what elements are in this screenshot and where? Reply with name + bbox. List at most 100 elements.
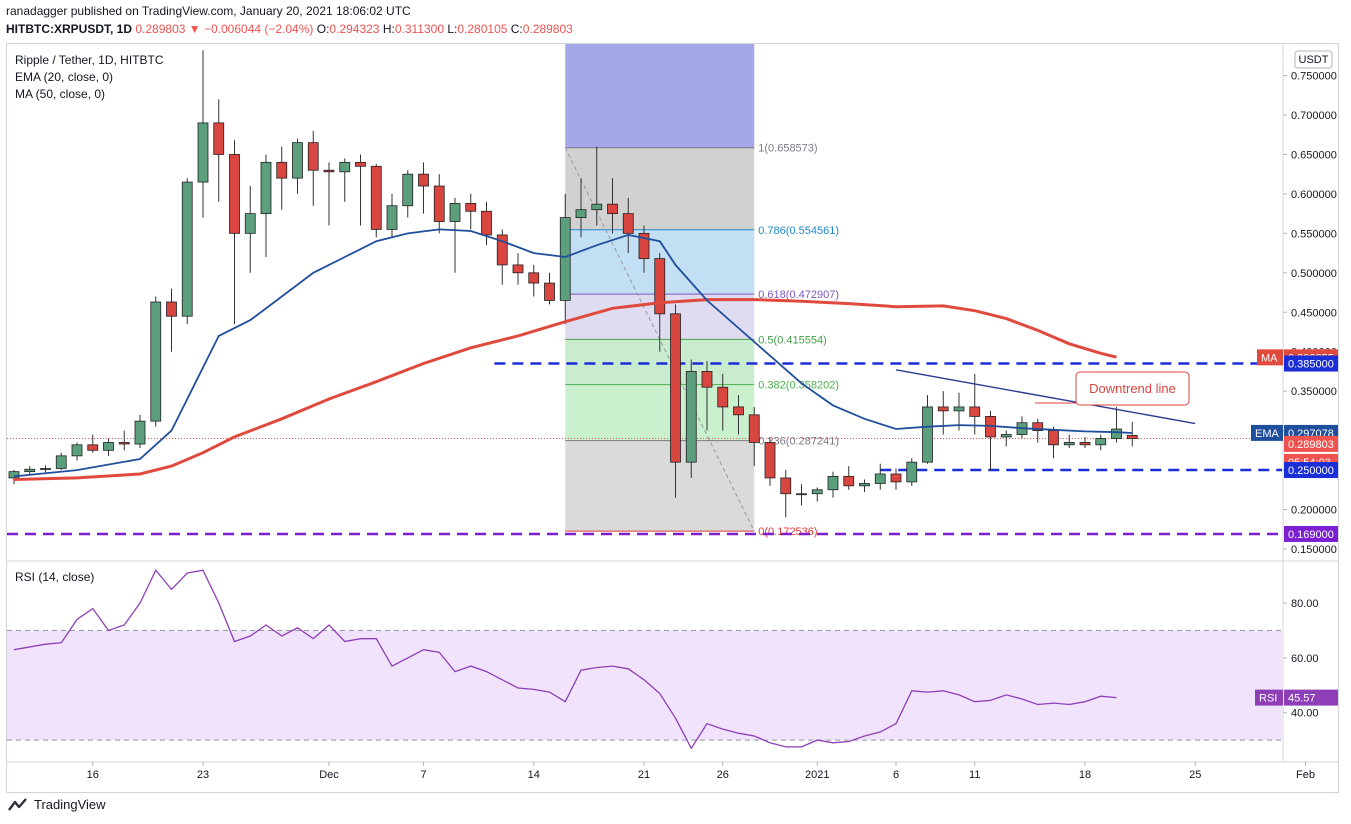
fib-level-label: 0.618(0.472907) (758, 289, 839, 301)
ema-tag-text: EMA (1255, 428, 1280, 440)
candle-body (1111, 428, 1122, 439)
time-tick-label: 7 (420, 769, 426, 781)
rsi-band (7, 630, 1282, 741)
time-tick-label: 11 (969, 769, 980, 781)
ma50-line (13, 298, 1117, 481)
candle-body (748, 414, 760, 443)
level-badge-0250-text: 0.250000 (1288, 465, 1334, 477)
candle-body (87, 444, 99, 451)
high-value: 0.311300 (394, 22, 444, 36)
candle-body (244, 213, 256, 234)
rsi-tick-label: 40.00 (1291, 708, 1319, 720)
candle-body (229, 154, 240, 234)
candle-body (654, 258, 666, 315)
candle-body (197, 122, 209, 183)
candle-body (780, 477, 792, 495)
candle-body (733, 406, 744, 416)
candle-body (622, 213, 634, 234)
time-tick-label: 25 (1189, 769, 1201, 781)
candle-body (355, 161, 366, 167)
candle-body (402, 173, 414, 207)
candle-body (890, 473, 902, 483)
fib-zone-0 (565, 147, 755, 230)
candle-body (859, 483, 870, 487)
time-tick-label: 2021 (805, 769, 829, 781)
last-price-badge (1284, 435, 1338, 452)
fib-level-label: 1(0.658573) (758, 143, 817, 155)
currency-badge-label: USDT (1299, 54, 1329, 66)
candle-body (292, 142, 303, 179)
open-value: 0.294323 (329, 22, 380, 36)
candle-body (260, 161, 272, 215)
candle-body (40, 468, 51, 470)
currency-badge[interactable] (1294, 50, 1333, 69)
callout-box (1075, 371, 1190, 406)
brand-label: TradingView (34, 797, 106, 812)
downtrend-line (895, 369, 1196, 425)
candle-body (874, 473, 886, 484)
legend-rsi: RSI (14, close) (15, 570, 94, 584)
ma-tag-text: MA (1261, 352, 1278, 364)
candle-body (166, 301, 177, 317)
candle-body (796, 493, 807, 496)
legend-ma: MA (50, close, 0) (15, 87, 105, 101)
candle-body (1000, 434, 1012, 438)
time-tick-label: 26 (717, 769, 729, 781)
candle-body (969, 406, 981, 417)
tradingview-brand[interactable]: TradingView (8, 797, 106, 812)
candle-body (1095, 438, 1107, 446)
price-tick-label: 0.700000 (1291, 110, 1337, 122)
level-badge-0385-text: 0.385000 (1288, 359, 1334, 371)
time-tick-label: Feb (1296, 769, 1315, 781)
candle-body (922, 406, 933, 463)
rsi-tick-label: 60.00 (1291, 653, 1319, 665)
fib-level-label: 0.382(0.358202) (758, 380, 839, 392)
candle-body (1126, 434, 1138, 439)
candle-body (685, 371, 697, 463)
last-price: 0.289803 (135, 22, 186, 36)
level-badge-0169 (1284, 525, 1338, 542)
candle-body (591, 203, 603, 211)
candle-body (717, 386, 729, 408)
candle-body (496, 234, 508, 266)
price-tick-label: 0.550000 (1291, 228, 1337, 240)
candle-body (8, 471, 20, 479)
candle-body (937, 406, 949, 412)
close-value: 0.289803 (522, 22, 573, 36)
candle-body (1032, 422, 1044, 432)
candle-body (843, 475, 855, 487)
rsi-tick-label: 80.00 (1291, 598, 1319, 610)
candle-body (670, 313, 681, 463)
price-tick-label: 0.200000 (1291, 505, 1337, 517)
candle-body (134, 420, 146, 445)
price-tick-label: 0.500000 (1291, 268, 1337, 280)
time-tick-label: Dec (319, 769, 339, 781)
level-badge-0169-text: 0.169000 (1288, 529, 1334, 541)
rsi-line (13, 568, 1117, 750)
tradingview-logo-icon (8, 797, 27, 811)
rsi-tag (1255, 689, 1283, 706)
candle-body (370, 165, 382, 230)
candle-body (638, 232, 650, 260)
legend-title: Ripple / Tether, 1D, HITBTC (15, 53, 164, 67)
candle-body (339, 161, 351, 173)
time-tick-label: 6 (893, 769, 899, 781)
symbol-ohlc-line: HITBTC:XRPUSDT, 1D 0.289803 ▼ −0.006044 … (6, 22, 573, 36)
candle-body (481, 210, 492, 236)
fib-level-label: 0.786(0.554561) (758, 225, 839, 237)
candle-body (103, 442, 114, 451)
price-tick-label: 0.450000 (1291, 307, 1337, 319)
price-change: ▼ −0.006044 (−2.04%) (188, 22, 314, 36)
candle-body (607, 203, 618, 215)
callout-label: Downtrend line (1089, 381, 1176, 396)
candle-body (71, 444, 83, 457)
candle-body (512, 264, 524, 274)
candle-body (449, 202, 461, 222)
candle-body (118, 442, 130, 445)
candle-body (701, 371, 713, 388)
close-label: C: (510, 22, 523, 36)
ma-tag (1257, 349, 1283, 366)
legend-ema: EMA (20, close, 0) (15, 70, 113, 84)
candle-body (181, 181, 193, 317)
